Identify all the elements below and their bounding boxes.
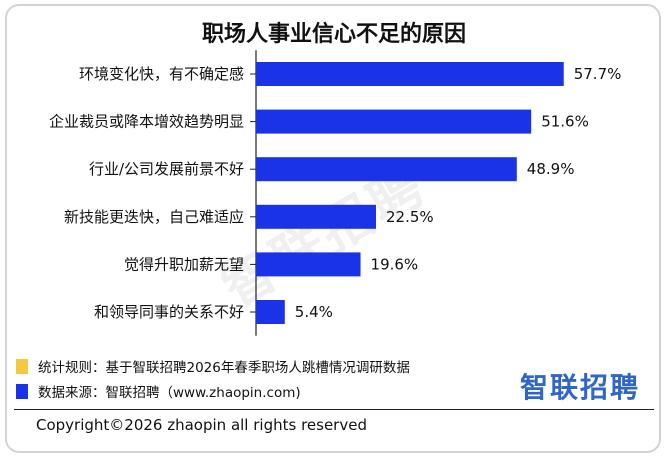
category-label: 企业裁员或降本增效趋势明显 (49, 113, 244, 131)
value-label: 22.5% (386, 208, 434, 226)
footer-rule-text: 统计规则：基于智联招聘2026年春季职场人跳槽情况调研数据 (38, 360, 410, 376)
category-label: 新技能更迭快，自己难适应 (64, 208, 244, 226)
category-label: 觉得升职加薪无望 (124, 255, 244, 273)
bar-chart: 环境变化快，有不确定感 57.7% 企业裁员或降本增效趋势明显 51.6% 行业/公司发… (49, 50, 622, 336)
value-label: 48.9% (527, 160, 575, 178)
rule-swatch-icon (16, 358, 28, 374)
bar (256, 62, 564, 86)
zhaopin-logo: 智联招聘 (520, 371, 641, 404)
footer-rule-row: 统计规则：基于智联招聘2026年春季职场人跳槽情况调研数据 (16, 356, 410, 376)
category-label: 环境变化快，有不确定感 (79, 65, 244, 83)
bar (256, 252, 361, 277)
category-label: 和领导同事的关系不好 (94, 303, 244, 321)
value-label: 57.7% (574, 65, 622, 83)
copyright-text: Copyright©2026 zhaopin all rights reserv… (36, 416, 367, 434)
value-label: 19.6% (371, 255, 419, 273)
bar (256, 204, 376, 229)
chart-title: 职场人事业信心不足的原因 (201, 22, 466, 47)
category-label: 行业/公司发展前景不好 (89, 160, 244, 178)
footer-source-text: 数据来源：智联招聘（www.zhaopin.com) (38, 385, 301, 401)
value-label: 51.6% (541, 113, 589, 131)
footer-divider (14, 409, 654, 410)
bar (256, 300, 285, 324)
value-label: 5.4% (295, 303, 333, 321)
source-swatch-icon (16, 383, 28, 399)
bar (256, 157, 517, 182)
bar (256, 109, 532, 134)
footer-source-row: 数据来源：智联招聘（www.zhaopin.com) (16, 381, 301, 401)
